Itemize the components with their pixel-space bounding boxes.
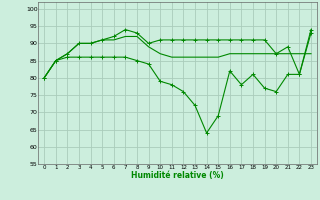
X-axis label: Humidité relative (%): Humidité relative (%) bbox=[131, 171, 224, 180]
